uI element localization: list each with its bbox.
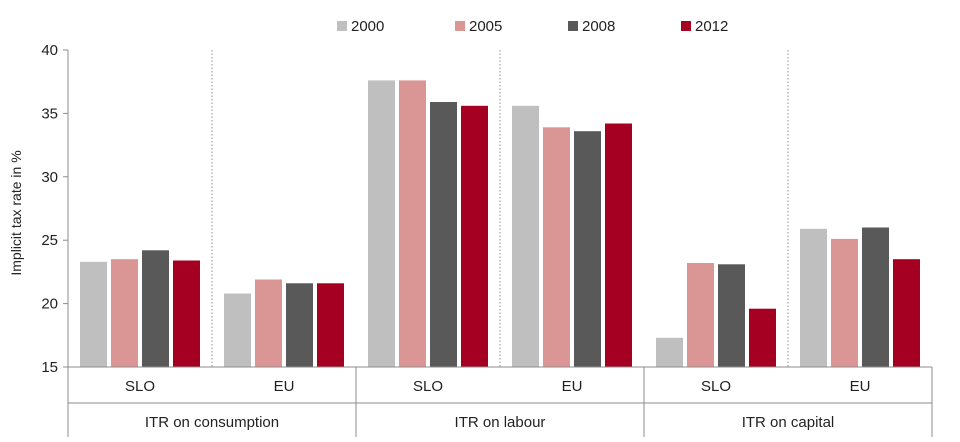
y-tick-label: 20	[41, 296, 58, 313]
bar-2008-slo-0	[142, 250, 169, 367]
bar-2008-slo-2	[430, 102, 457, 367]
category-label: EU	[274, 378, 295, 395]
bar-2012-eu-3	[605, 123, 632, 367]
y-axis-title: Implicit tax rate in %	[8, 150, 24, 275]
bar-2012-slo-0	[173, 260, 200, 367]
legend-swatch-2005	[455, 21, 465, 31]
y-tick-label: 30	[41, 169, 58, 186]
bar-2000-slo-2	[368, 80, 395, 368]
bar-2005-slo-2	[399, 80, 426, 368]
bar-2008-eu-5	[862, 227, 889, 367]
legend-label-2005: 2005	[469, 18, 502, 35]
bar-2005-eu-5	[831, 238, 858, 367]
y-tick-label: 25	[41, 232, 58, 249]
bar-2000-eu-1	[224, 293, 251, 367]
y-tick-label: 40	[41, 42, 58, 59]
group-label: ITR on capital	[742, 414, 835, 431]
bar-2005-eu-3	[543, 127, 570, 367]
bar-2012-slo-2	[461, 105, 488, 368]
legend-label-2012: 2012	[695, 18, 728, 35]
bar-2005-eu-1	[255, 279, 282, 367]
bar-2000-slo-4	[656, 337, 683, 367]
legend-label-2008: 2008	[582, 18, 615, 35]
legend-label-2000: 2000	[351, 18, 384, 35]
bar-2005-slo-0	[111, 259, 138, 367]
group-label: ITR on consumption	[145, 414, 279, 431]
category-label: EU	[562, 378, 583, 395]
category-label: EU	[850, 378, 871, 395]
legend-swatch-2008	[568, 21, 578, 31]
category-label: SLO	[413, 378, 443, 395]
bar-2005-slo-4	[687, 263, 714, 367]
bar-2000-eu-3	[512, 105, 539, 368]
category-label: SLO	[125, 378, 155, 395]
y-tick-label: 15	[41, 359, 58, 376]
bar-2012-eu-5	[893, 259, 920, 367]
bar-2012-slo-4	[749, 308, 776, 367]
bar-2008-eu-1	[286, 283, 313, 367]
legend-swatch-2012	[681, 21, 691, 31]
bar-2000-slo-0	[80, 261, 107, 367]
bar-2012-eu-1	[317, 283, 344, 367]
group-label: ITR on labour	[455, 414, 546, 431]
bar-2008-eu-3	[574, 131, 601, 367]
bar-2008-slo-4	[718, 264, 745, 367]
legend-swatch-2000	[337, 21, 347, 31]
bar-2000-eu-5	[800, 228, 827, 367]
category-label: SLO	[701, 378, 731, 395]
y-tick-label: 35	[41, 105, 58, 122]
